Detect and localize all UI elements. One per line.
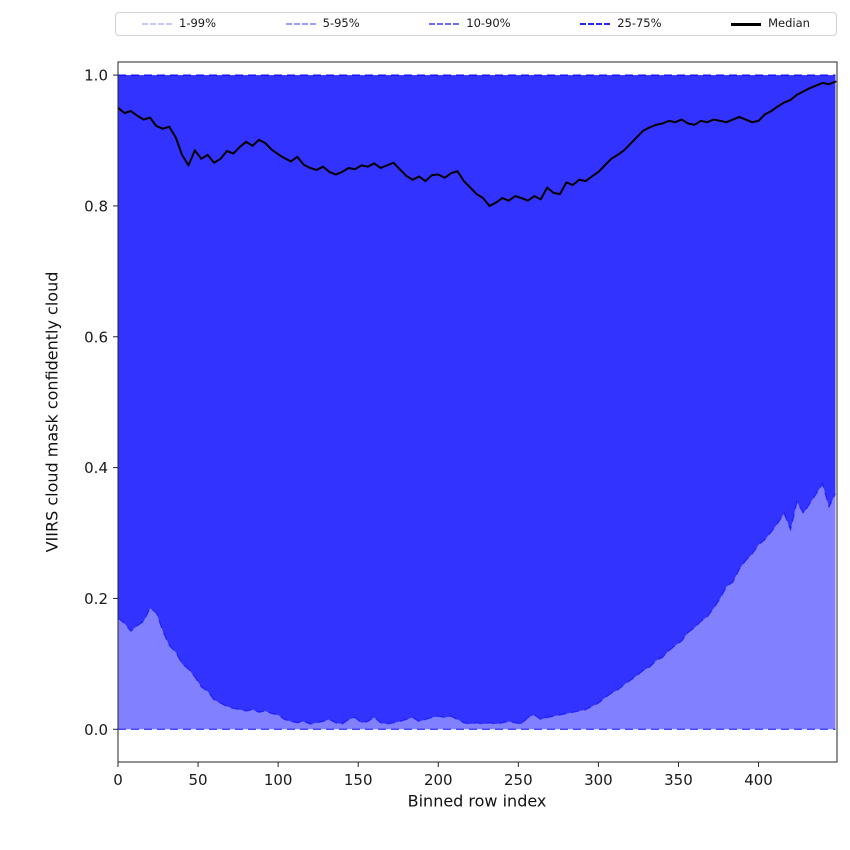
band-line-sample-icon bbox=[142, 23, 172, 25]
x-tick-label: 50 bbox=[189, 771, 208, 789]
y-axis-label: VIIRS cloud mask confidently cloud bbox=[42, 271, 62, 553]
x-tick-label: 300 bbox=[584, 771, 613, 789]
x-tick-label: 350 bbox=[664, 771, 693, 789]
y-tick-label: 1.0 bbox=[84, 67, 108, 85]
x-tick-label: 100 bbox=[264, 771, 293, 789]
x-axis-label: Binned row index bbox=[407, 791, 547, 811]
y-tick-label: 0.8 bbox=[84, 197, 108, 215]
legend: 1-99% 5-95% 10-90% 25-75% Median bbox=[115, 12, 837, 36]
y-ticks: 0.0 0.2 0.4 0.6 0.8 1.0 bbox=[84, 67, 118, 739]
percentile-edge-p25 bbox=[118, 482, 836, 725]
legend-label: Median bbox=[768, 16, 810, 31]
legend-item-5-95-[interactable]: 5-95% bbox=[285, 16, 360, 31]
percentile-band-25-75 bbox=[118, 75, 836, 725]
band-line-sample-icon bbox=[580, 23, 611, 25]
legend-item-10-90-[interactable]: 10-90% bbox=[429, 16, 511, 31]
axes-spines bbox=[117, 61, 838, 763]
y-tick-label: 0.4 bbox=[84, 459, 108, 477]
legend-label: 1-99% bbox=[179, 16, 217, 31]
y-tick-label: 0.2 bbox=[84, 590, 108, 608]
x-tick-label: 150 bbox=[344, 771, 373, 789]
legend-label: 10-90% bbox=[466, 16, 511, 31]
x-tick-label: 200 bbox=[424, 771, 453, 789]
median-line bbox=[118, 80, 837, 207]
band-line-sample-icon bbox=[429, 23, 460, 25]
legend-item-1-99-[interactable]: 1-99% bbox=[142, 18, 216, 30]
median-line-sample-icon bbox=[731, 22, 762, 26]
plot-layers bbox=[118, 74, 837, 730]
legend-label: 25-75% bbox=[617, 16, 662, 31]
x-tick-label: 250 bbox=[504, 771, 533, 789]
y-tick-label: 0.0 bbox=[84, 721, 108, 739]
x-tick-label: 400 bbox=[744, 771, 773, 789]
legend-label: 5-95% bbox=[322, 16, 360, 31]
legend-item-25-75-[interactable]: 25-75% bbox=[580, 16, 662, 31]
x-ticks: 0 50 100 150 200 250 300 350 400 bbox=[113, 762, 773, 789]
legend-item-median[interactable]: Median bbox=[731, 18, 810, 30]
x-tick-label: 0 bbox=[113, 771, 123, 789]
band-line-sample-icon bbox=[285, 23, 316, 25]
y-tick-label: 0.6 bbox=[84, 328, 108, 346]
